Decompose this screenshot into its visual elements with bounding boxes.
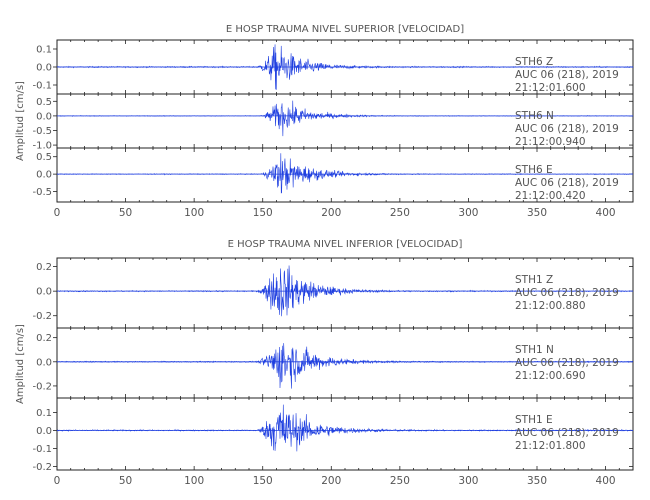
x-tick-label: 150 <box>253 207 273 219</box>
waveform-trace <box>56 44 634 90</box>
x-tick-label: 250 <box>390 207 410 219</box>
y-tick-label: 0.2 <box>36 333 52 344</box>
channel-label-line: STH1 E <box>515 414 553 426</box>
x-tick-label: 50 <box>119 475 132 487</box>
waveform-trace <box>56 153 634 194</box>
x-tick-label: 0 <box>54 207 61 219</box>
channel-label-line: 21:12:00.880 <box>515 300 586 312</box>
x-tick-label: 100 <box>184 207 204 219</box>
x-tick-label: 0 <box>54 475 61 487</box>
channel-label-line: 21:12:01.600 <box>515 82 586 94</box>
x-tick-label: 250 <box>390 475 410 487</box>
channel-label-line: STH6 Z <box>515 56 553 68</box>
y-tick-label: -0.5 <box>32 126 52 137</box>
channel-label-line: STH6 E <box>515 164 553 176</box>
channel-label-line: 21:12:01.800 <box>515 440 586 452</box>
chart-panel-1: E HOSP TRAUMA NIVEL SUPERIOR [VELOCIDAD]… <box>15 24 634 219</box>
y-axis-label: Amplitud [cm/s] <box>15 81 26 161</box>
y-tick-label: -0.2 <box>32 381 52 392</box>
channel-label-line: STH6 N <box>515 110 554 122</box>
channel-label-line: AUC 06 (218), 2019 <box>515 123 619 135</box>
x-tick-label: 150 <box>253 475 273 487</box>
x-tick-label: 400 <box>596 475 616 487</box>
channel-label-line: STH1 N <box>515 344 554 356</box>
y-tick-label: 0.2 <box>36 262 52 273</box>
y-tick-label: -1.0 <box>32 141 52 152</box>
channel-label-line: AUC 06 (218), 2019 <box>515 427 619 439</box>
x-tick-label: 100 <box>184 475 204 487</box>
channel-label-line: AUC 06 (218), 2019 <box>515 357 619 369</box>
y-tick-label: 0.0 <box>36 170 52 181</box>
channel-label-line: 21:12:00.690 <box>515 370 586 382</box>
y-tick-label: 0.0 <box>36 426 52 437</box>
channel-label-line: 21:12:00.420 <box>515 190 586 202</box>
x-tick-label: 400 <box>596 207 616 219</box>
y-tick-label: -0.1 <box>32 81 52 92</box>
y-axis-label: Amplitud [cm/s] <box>15 324 26 404</box>
y-tick-label: 0.1 <box>36 45 52 56</box>
y-tick-label: -0.1 <box>32 444 52 455</box>
channel-label-line: AUC 06 (218), 2019 <box>515 69 619 81</box>
waveform-trace <box>56 100 634 137</box>
y-tick-label: -0.2 <box>32 311 52 322</box>
y-tick-label: -0.5 <box>32 187 52 198</box>
y-tick-label: 0.1 <box>36 408 52 419</box>
y-tick-label: 0.5 <box>36 152 52 163</box>
x-tick-label: 300 <box>458 475 478 487</box>
channel-label-line: STH1 Z <box>515 274 553 286</box>
y-tick-label: 0.0 <box>36 63 52 74</box>
channel-label-line: AUC 06 (218), 2019 <box>515 177 619 189</box>
y-tick-label: 0.0 <box>36 357 52 368</box>
x-tick-label: 350 <box>527 207 547 219</box>
x-tick-label: 300 <box>458 207 478 219</box>
x-tick-label: 50 <box>119 207 132 219</box>
channel-label-line: AUC 06 (218), 2019 <box>515 287 619 299</box>
x-tick-label: 200 <box>321 207 341 219</box>
chart-panel-2: E HOSP TRAUMA NIVEL INFERIOR [VELOCIDAD]… <box>15 239 634 487</box>
y-tick-label: 0.0 <box>36 111 52 122</box>
x-tick-label: 200 <box>321 475 341 487</box>
channel-label-line: 21:12:00.940 <box>515 136 586 148</box>
waveform-trace <box>56 404 634 452</box>
waveform-trace <box>56 343 634 389</box>
y-tick-label: 0.0 <box>36 287 52 298</box>
waveform-trace <box>56 265 634 317</box>
chart-title: E HOSP TRAUMA NIVEL INFERIOR [VELOCIDAD] <box>228 239 463 250</box>
y-tick-label: -0.2 <box>32 462 52 473</box>
x-tick-label: 350 <box>527 475 547 487</box>
y-tick-label: 0.5 <box>36 97 52 108</box>
chart-title: E HOSP TRAUMA NIVEL SUPERIOR [VELOCIDAD] <box>226 24 464 35</box>
